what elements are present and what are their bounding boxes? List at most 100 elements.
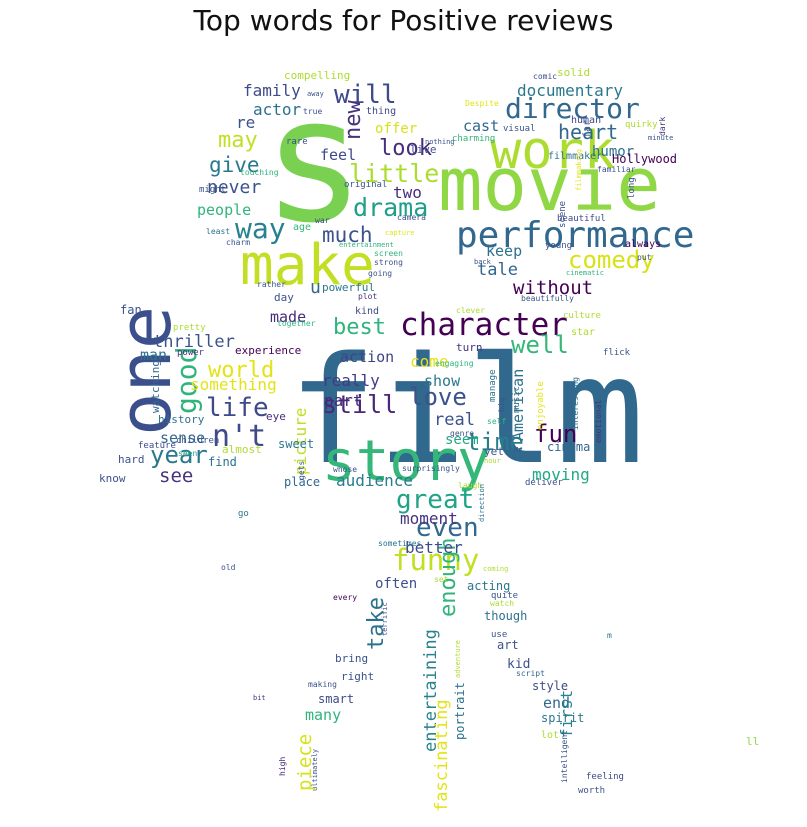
word-entertaining: entertaining xyxy=(421,629,441,752)
word-big: big xyxy=(497,397,506,412)
word-charming: charming xyxy=(452,134,495,144)
word-despite: Despite xyxy=(465,99,499,108)
word-experience: experience xyxy=(235,344,301,357)
word-deliver: deliver xyxy=(525,478,564,488)
word-ll: ll xyxy=(746,735,759,748)
word-will: will xyxy=(334,80,397,110)
word-going: going xyxy=(368,269,392,278)
word-flick: flick xyxy=(603,348,631,358)
word-familiar: familiar xyxy=(597,165,636,174)
word-eye: eye xyxy=(266,410,286,423)
word-cinematic: cinematic xyxy=(566,269,604,277)
word-culture: culture xyxy=(563,311,601,321)
word-go: go xyxy=(238,509,249,519)
word-use: use xyxy=(491,630,507,640)
word-new: new xyxy=(341,100,366,140)
word-art: art xyxy=(497,638,519,652)
word-camera: camera xyxy=(397,213,426,222)
word-fun: fun xyxy=(534,420,577,448)
figure-title: Top words for Positive reviews xyxy=(193,4,614,37)
word-character: character xyxy=(400,307,568,343)
word-comedy: comedy xyxy=(568,246,655,274)
word-direction: direction xyxy=(478,484,486,522)
word-away: away xyxy=(307,90,324,98)
word-something: something xyxy=(190,375,277,394)
word-great: great xyxy=(396,485,474,515)
word-action: action xyxy=(340,348,394,366)
word-never: never xyxy=(207,177,261,198)
word-lot: lot xyxy=(541,730,559,741)
word-kind: kind xyxy=(355,306,379,317)
word-year: year xyxy=(150,441,208,469)
word-without: without xyxy=(513,277,593,299)
word-many: many xyxy=(305,706,341,724)
word-come: come xyxy=(410,352,449,371)
word-whose: whose xyxy=(333,465,357,474)
word-piece: piece xyxy=(294,734,316,791)
word-find: find xyxy=(208,455,237,469)
word-often: often xyxy=(375,576,417,592)
word-smart: smart xyxy=(318,692,354,706)
word-old: old xyxy=(221,563,236,572)
word-music: music xyxy=(512,386,522,413)
word-age: age xyxy=(293,222,311,233)
word-style: style xyxy=(532,679,568,693)
word-turn: turn xyxy=(456,341,483,354)
word-true: true xyxy=(303,107,322,116)
word-sense: sense xyxy=(160,429,205,447)
word-script: script xyxy=(516,669,545,678)
word-portrait: portrait xyxy=(453,682,467,740)
word-first: first xyxy=(557,690,576,738)
word-feeling: feeling xyxy=(586,772,624,782)
word-genre: genre xyxy=(450,429,474,438)
word-minute: minute xyxy=(648,134,673,142)
word-love: love xyxy=(409,383,467,411)
word-thriller: thriller xyxy=(153,332,235,352)
word-history: history xyxy=(158,413,205,426)
word-feature: feature xyxy=(138,441,176,451)
word-star: star xyxy=(571,327,595,338)
word-touching: touching xyxy=(240,168,279,177)
word-ultimately: ultimately xyxy=(311,749,319,791)
word-part: part xyxy=(324,391,363,410)
word-plot: plot xyxy=(358,292,377,301)
word-hard: hard xyxy=(118,453,145,466)
word-one: one xyxy=(103,306,187,436)
word-people: people xyxy=(197,201,251,219)
word-sweet: sweet xyxy=(278,437,314,451)
word-place: place xyxy=(284,475,320,489)
word-beautifully: beautifully xyxy=(521,294,574,303)
word-picture: picture xyxy=(291,408,310,475)
word-enjoyable: enjoyable xyxy=(536,381,546,430)
word-nt: n't xyxy=(212,419,266,454)
word-heart: heart xyxy=(558,120,618,144)
word-cast: cast xyxy=(463,117,499,135)
word-humor: humor xyxy=(592,144,634,160)
word-right: right xyxy=(341,670,374,683)
word-hollywood: Hollywood xyxy=(612,152,677,166)
word-rare: rare xyxy=(286,137,308,147)
word-still: still xyxy=(322,390,397,419)
word-documentary: documentary xyxy=(517,81,623,100)
word-keep: keep xyxy=(486,242,522,260)
word-quite: quite xyxy=(491,591,518,601)
word-feel: feel xyxy=(320,146,356,164)
word-know: know xyxy=(99,472,126,485)
word-might: might xyxy=(199,185,226,195)
word-dark: dark xyxy=(658,117,667,136)
word-enough: enough xyxy=(436,538,461,617)
word-day: day xyxy=(274,291,294,304)
word-actor: actor xyxy=(253,100,302,119)
word-cinema: cinema xyxy=(547,440,590,454)
word-seen: seen xyxy=(178,449,197,458)
word-man: man xyxy=(140,346,167,364)
word-time: time xyxy=(466,428,524,456)
word-though: though xyxy=(484,609,527,623)
word-filmmaking: filmmaking xyxy=(575,149,583,191)
word-far: far xyxy=(582,120,593,138)
word-made: made xyxy=(270,308,306,326)
word-re: re xyxy=(236,113,255,132)
word-mr: Mr xyxy=(514,446,522,454)
word-bit: bit xyxy=(253,694,266,702)
word-thing: thing xyxy=(366,106,396,117)
